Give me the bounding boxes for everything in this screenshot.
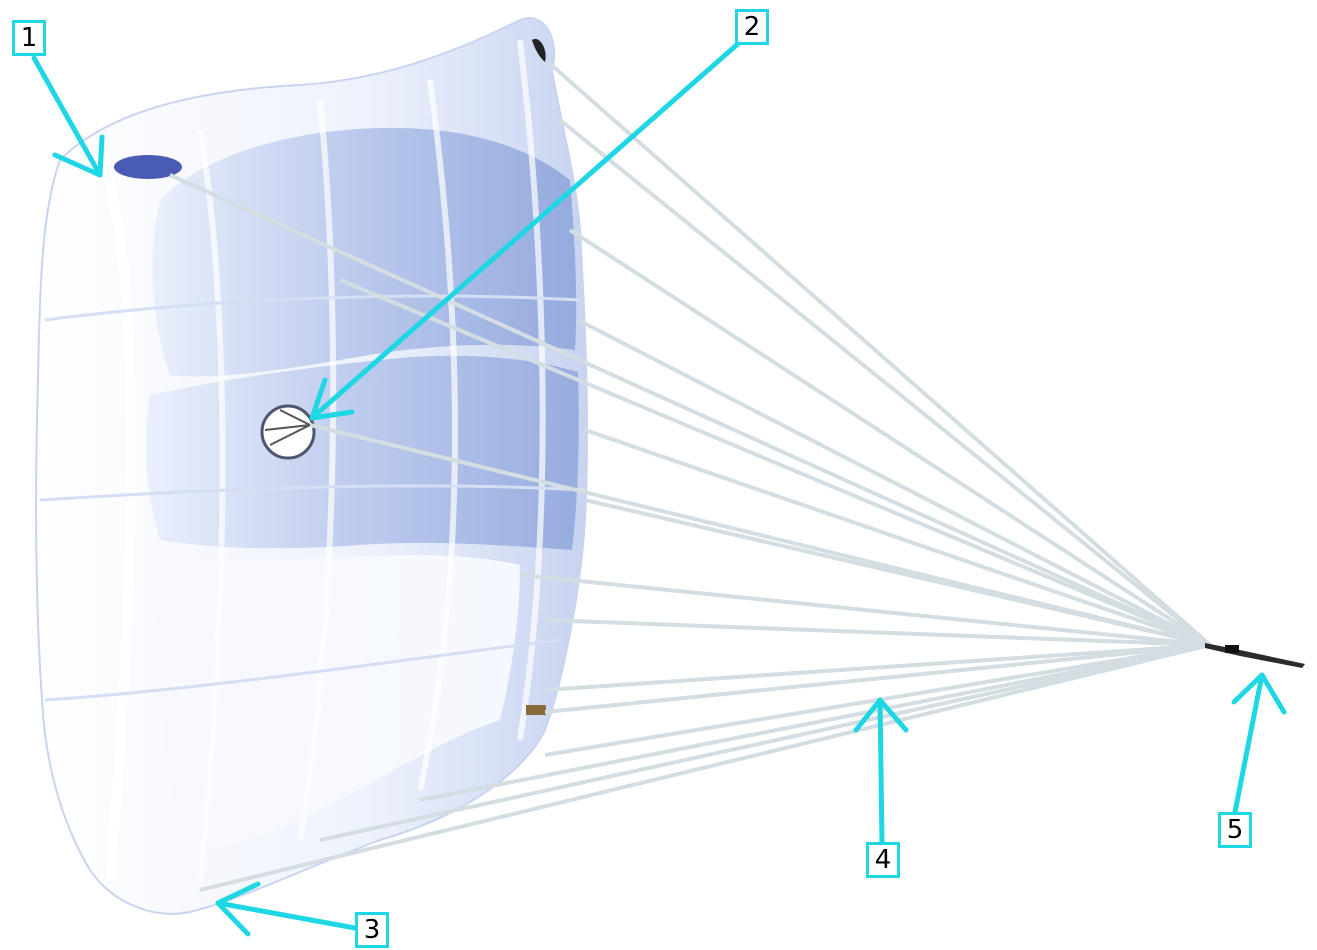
callout-label-3: 3 <box>355 912 389 948</box>
seam-3 <box>44 638 561 702</box>
arrow-3 <box>215 881 358 937</box>
seam-2 <box>39 484 586 502</box>
lower-connector <box>526 705 546 715</box>
top-slider <box>532 39 546 62</box>
callout-arrows <box>31 39 1287 937</box>
callout-label-2: 2 <box>735 9 769 45</box>
apex-vent <box>260 404 316 460</box>
rib-1 <box>95 148 137 881</box>
canopy <box>35 17 589 915</box>
callout-label-5: 5 <box>1218 812 1252 848</box>
rib-2 <box>197 129 226 881</box>
rib-3 <box>297 99 337 841</box>
arrow-1 <box>31 55 105 178</box>
arrow-4 <box>853 697 909 845</box>
riser <box>1205 643 1305 668</box>
callout-label-1: 1 <box>12 20 46 56</box>
seam-1 <box>44 294 581 322</box>
arrow-5 <box>1231 672 1287 815</box>
callout-label-4: 4 <box>866 842 900 878</box>
apex-vent-lines <box>264 409 311 446</box>
rib-4 <box>417 79 458 791</box>
top-vent <box>114 155 182 179</box>
canopy-panel-middle <box>145 355 579 550</box>
canopy-panel-lower <box>157 554 520 855</box>
suspension-lines <box>169 60 1212 892</box>
arrow-2 <box>309 39 743 421</box>
canopy-panel-upper <box>152 127 577 377</box>
